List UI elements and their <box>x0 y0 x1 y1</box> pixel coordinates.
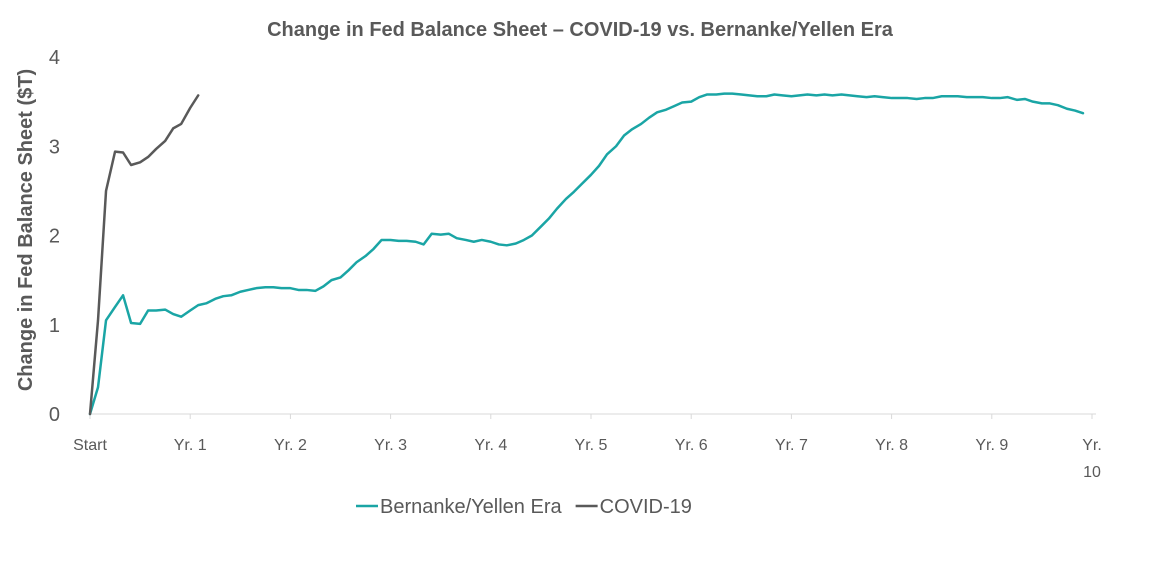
x-tick-label: Yr. 6 <box>675 437 708 454</box>
legend: Bernanke/Yellen Era COVID-19 <box>356 496 692 518</box>
legend-item: Bernanke/Yellen Era <box>356 496 562 518</box>
y-axis-label: Change in Fed Balance Sheet ($T) <box>15 69 37 391</box>
x-tick-label: Yr. 2 <box>274 437 307 454</box>
x-tick-label: Yr. 5 <box>575 437 608 454</box>
legend-item: COVID-19 <box>575 496 692 518</box>
legend-label: COVID-19 <box>600 496 692 518</box>
y-tick-label: 1 <box>49 315 60 337</box>
x-tick-label: Start <box>73 437 107 454</box>
x-tick-label: Yr. 4 <box>474 437 507 454</box>
x-tick-label: Yr. 8 <box>875 437 908 454</box>
x-tick-label: Yr. 9 <box>975 437 1008 454</box>
legend-label: Bernanke/Yellen Era <box>380 496 562 518</box>
x-tick-label: Yr. 10 <box>1082 437 1102 481</box>
series-line-covid-19 <box>88 94 200 416</box>
chart-title: Change in Fed Balance Sheet – COVID-19 v… <box>267 19 894 41</box>
axes: 0 1 2 3 4 Start Yr. 1 Yr. 2 Yr. 3 Yr. 4 Yr. 5 Yr. 6… <box>49 47 1102 481</box>
y-tick-label: 4 <box>49 47 60 69</box>
x-tick-label: Yr. 7 <box>775 437 808 454</box>
series-line-bernanke-yellen-era <box>88 92 1085 416</box>
y-tick-label: 3 <box>49 136 60 158</box>
x-tick-label: Yr. 3 <box>374 437 407 454</box>
y-tick-label: 0 <box>49 404 60 426</box>
x-tick-label: Yr. 1 <box>174 437 207 454</box>
series-layer <box>88 92 1085 416</box>
y-tick-label: 2 <box>49 226 60 248</box>
